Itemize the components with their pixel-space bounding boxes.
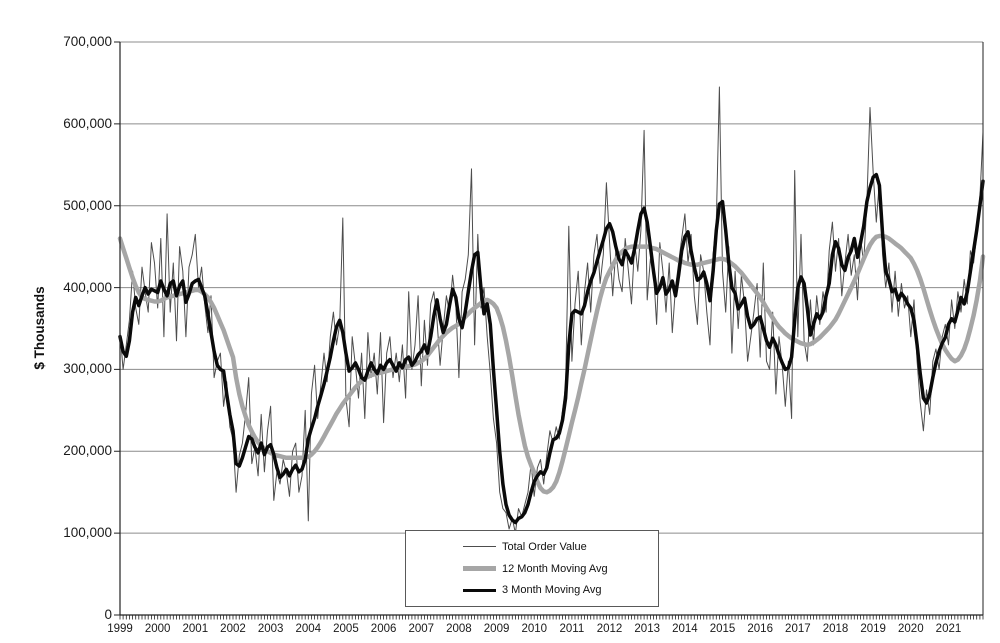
legend-label: 12 Month Moving Avg xyxy=(502,562,608,575)
x-tick-label: 2015 xyxy=(709,623,736,635)
x-tick-label: 2019 xyxy=(860,623,886,635)
x-tick-label: 2011 xyxy=(559,623,585,635)
legend-item-total-order-value: Total Order Value xyxy=(463,541,658,553)
x-tick-label: 2009 xyxy=(483,623,510,635)
x-tick-label: 2018 xyxy=(822,623,849,635)
x-tick-label: 2001 xyxy=(182,623,209,635)
y-tick-label: 400,000 xyxy=(63,279,112,295)
y-tick-label: 600,000 xyxy=(63,115,112,131)
y-axis-ticks xyxy=(114,41,120,616)
x-tick-label: 2007 xyxy=(408,623,435,635)
series-line-total-order-value xyxy=(119,86,984,534)
x-tick-label: 2004 xyxy=(295,623,322,635)
x-axis-month-ticks xyxy=(119,615,984,620)
y-tick-label: 200,000 xyxy=(63,443,112,459)
x-tick-label: 1999 xyxy=(107,623,133,635)
x-tick-label: 2002 xyxy=(220,623,246,635)
x-tick-label: 2010 xyxy=(521,623,548,635)
y-tick-label: 0 xyxy=(104,607,112,622)
x-tick-label: 2014 xyxy=(672,623,698,635)
x-tick-label: 2003 xyxy=(257,623,284,635)
y-tick-label: 300,000 xyxy=(63,361,112,377)
y-axis-title: $ Thousands xyxy=(32,286,47,370)
legend-item-3-month-moving-avg: 3 Month Moving Avg xyxy=(463,584,658,596)
y-tick-label: 700,000 xyxy=(63,34,112,49)
x-tick-label: 2012 xyxy=(596,623,623,635)
legend: Total Order Value 12 Month Moving Avg 3 … xyxy=(405,530,659,607)
x-tick-label: 2016 xyxy=(747,623,773,635)
y-tick-label: 100,000 xyxy=(63,525,112,541)
x-tick-label: 2000 xyxy=(144,623,171,635)
x-tick-label: 2006 xyxy=(370,623,397,635)
x-tick-label: 2017 xyxy=(785,623,811,635)
legend-line-sample-thin-icon xyxy=(463,546,496,548)
x-tick-label: 2020 xyxy=(898,623,924,635)
series-line-3-month-moving-avg xyxy=(118,172,985,525)
x-tick-label: 2005 xyxy=(333,623,359,635)
x-tick-label: 2013 xyxy=(634,623,660,635)
legend-line-sample-black-icon xyxy=(463,588,496,592)
x-tick-label: 2008 xyxy=(446,623,472,635)
legend-line-sample-gray-icon xyxy=(463,566,496,571)
legend-item-12-month-moving-avg: 12 Month Moving Avg xyxy=(463,563,658,575)
legend-label: 3 Month Moving Avg xyxy=(502,584,602,597)
x-tick-label: 2021 xyxy=(935,623,962,635)
legend-label: Total Order Value xyxy=(502,540,587,553)
y-tick-label: 500,000 xyxy=(63,197,112,213)
